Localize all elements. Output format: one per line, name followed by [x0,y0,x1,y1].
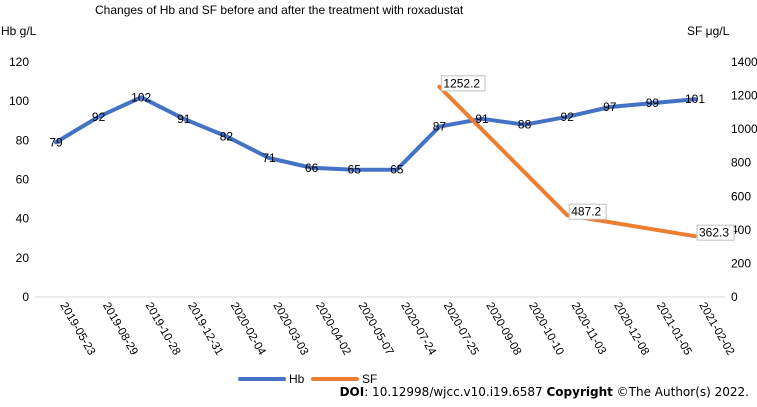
hb-data-label: 71 [262,151,276,165]
legend-label-sf: SF [362,372,377,386]
y-right-axis-label: SF μg/L [687,24,730,38]
x-tick-labels: 2019-05-23 2019-08-29 2019-10-28 2019-12-31… [57,301,736,358]
y-right-tick-label: 0 [731,290,738,304]
y-left-tick-label: 120 [9,55,29,69]
copyright-value: ©The Author(s) 2022. [612,385,749,399]
y-right-tick-label: 1200 [731,89,757,103]
x-tick-label: 2020-07-25 [441,301,481,358]
svg-text:1252.2: 1252.2 [443,76,480,90]
y-right-tick-label: 200 [731,256,751,270]
y-right-tick-label: 1400 [731,55,757,69]
legend: Hb SF [238,372,377,386]
y-left-tick-label: 20 [16,251,30,265]
y-left-tick-label: 40 [16,212,30,226]
doi-label: DOI [339,385,365,399]
y-right-tick-label: 1000 [731,122,757,136]
data-labels: 79 92 102 91 82 71 66 65 65 87 91 88 92 97 99 101 1252.2… [49,75,735,241]
hb-data-label: 88 [518,118,532,132]
series-layer [54,84,697,239]
y-left-tick-label: 0 [22,290,29,304]
hb-data-label: 102 [131,90,151,104]
doi-copyright-line: DOI: 10.12998/wjcc.v10.i19.6587 Copyrigh… [340,385,749,399]
y-right-tick-label: 600 [731,189,751,203]
x-tick-label: 2021-01-05 [654,301,694,358]
hb-data-label: 65 [390,163,404,177]
x-tick-label: 2019-08-29 [100,301,140,358]
svg-text:362.3: 362.3 [699,226,729,240]
x-tick-label: 2020-09-08 [483,301,523,358]
doi-value: : 10.12998/wjcc.v10.i19.6587 [364,385,547,399]
x-tick-label: 2020-02-04 [228,301,268,358]
y-left-tick-labels: 0 20 40 60 80 100 120 [9,55,29,304]
sf-data-label: 487.2 [568,203,607,220]
svg-text:487.2: 487.2 [571,205,601,219]
sf-data-label: 362.3 [696,224,735,241]
series-line-hb [54,95,697,172]
hb-data-label: 82 [220,129,234,143]
y-left-tick-label: 100 [9,94,29,108]
x-tick-label: 2019-05-23 [57,301,97,358]
x-tick-label: 2019-12-31 [185,301,225,358]
x-tick-label: 2020-05-07 [356,301,396,358]
x-tick-label: 2020-04-02 [313,301,353,358]
hb-data-label: 92 [92,110,106,124]
x-tick-label: 2020-12-08 [611,301,651,358]
y-right-tick-label: 400 [731,223,751,237]
hb-data-label: 97 [603,100,617,114]
x-tick-label: 2020-03-03 [270,301,310,358]
y-left-tick-label: 60 [16,173,30,187]
x-tick-label: 2020-10-10 [526,301,566,358]
y-right-tick-label: 800 [731,156,751,170]
chart-title: Changes of Hb and SF before and after th… [95,3,464,17]
hb-data-label: 87 [433,120,447,134]
legend-label-hb: Hb [289,372,305,386]
hb-data-label: 91 [177,112,191,126]
sf-data-label: 1252.2 [440,75,486,92]
x-tick-label: 2020-11-03 [569,301,608,357]
x-tick-label: 2021-02-02 [696,301,736,358]
series-line-sf [437,84,697,239]
hb-data-label: 99 [646,96,660,110]
x-tick-label: 2019-10-28 [143,301,183,358]
y-left-axis-label: Hb g/L [1,24,37,38]
hb-data-label: 92 [561,110,575,124]
hb-data-label: 79 [49,135,63,149]
copyright-label: Copyright [546,385,613,399]
hb-data-label: 101 [685,92,705,106]
hb-data-label: 91 [475,112,489,126]
y-right-tick-labels: 0 200 400 600 800 1000 1200 1400 [731,55,757,304]
hb-data-label: 65 [348,163,362,177]
y-left-tick-label: 80 [16,133,30,147]
x-tick-label: 2020-07-24 [398,301,438,358]
hb-data-label: 66 [305,161,319,175]
